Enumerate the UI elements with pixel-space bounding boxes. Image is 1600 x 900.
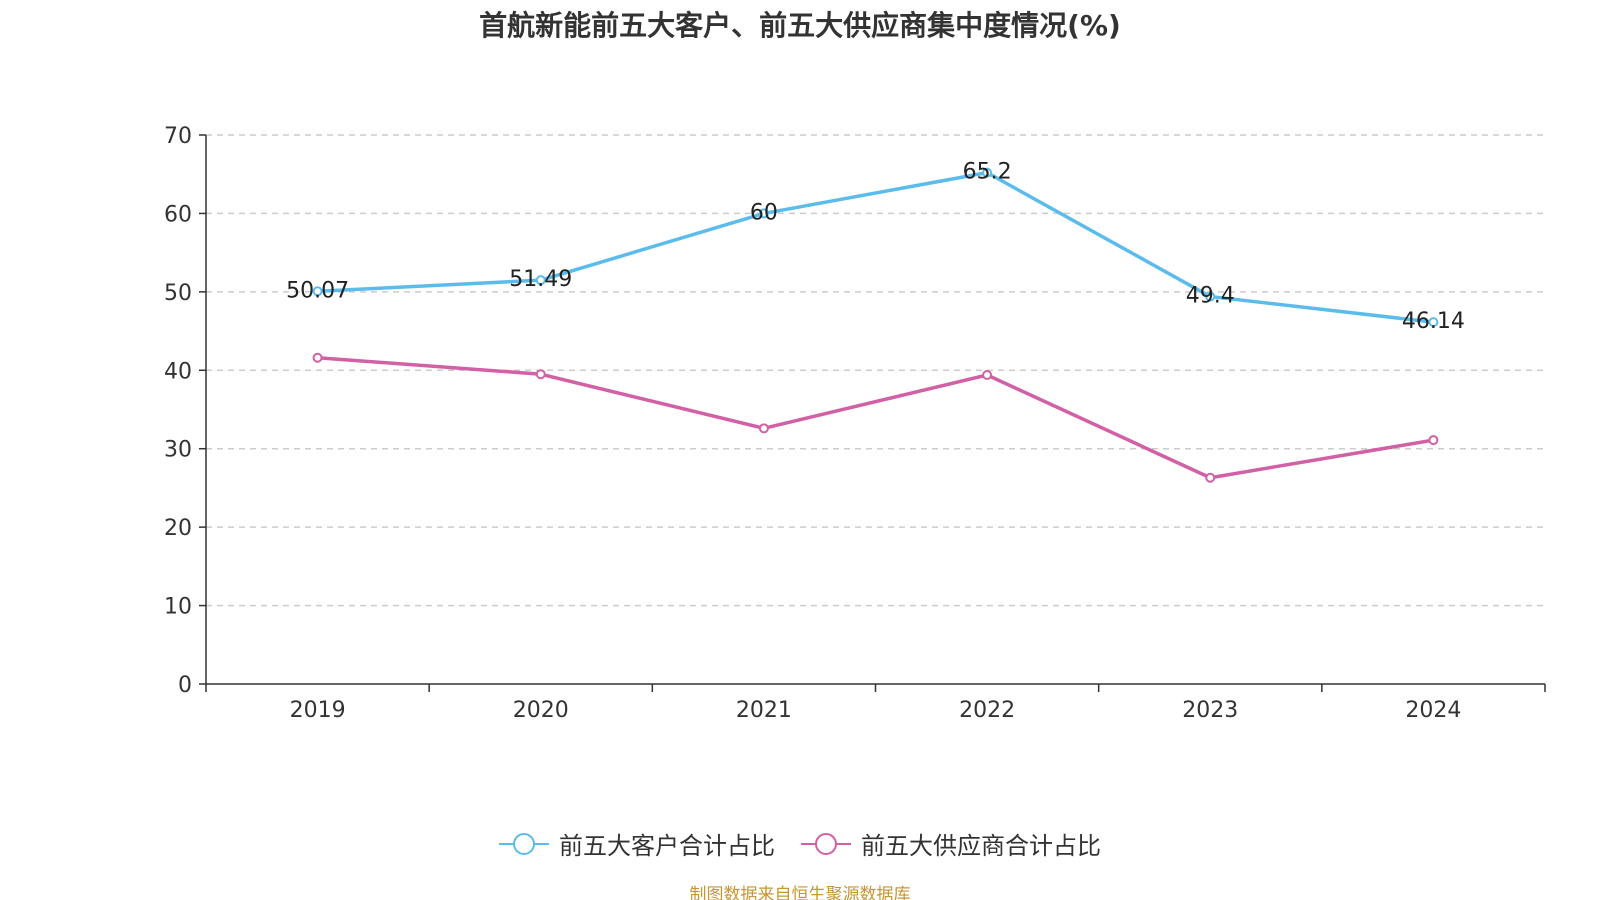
legend-item-suppliers[interactable]: 前五大供应商合计占比 bbox=[801, 826, 1101, 861]
x-tick-label: 2019 bbox=[290, 698, 346, 723]
series-line-1 bbox=[317, 355, 1434, 480]
data-point bbox=[312, 352, 323, 363]
data-point bbox=[982, 369, 993, 380]
legend-line-circle-icon bbox=[801, 832, 851, 855]
data-point bbox=[758, 208, 769, 219]
y-tick-label: 50 bbox=[164, 281, 192, 306]
x-tick-label: 2021 bbox=[736, 698, 792, 723]
y-tick-label: 0 bbox=[178, 673, 192, 698]
data-point bbox=[1205, 472, 1216, 483]
legend: 前五大客户合计占比 前五大供应商合计占比 bbox=[0, 826, 1600, 861]
data-label: 49.4 bbox=[1186, 284, 1235, 309]
data-point bbox=[312, 286, 323, 297]
data-point bbox=[758, 423, 769, 434]
data-label: 50.07 bbox=[286, 278, 349, 303]
x-tick-label: 2020 bbox=[513, 698, 569, 723]
legend-circle bbox=[513, 832, 535, 855]
series-line-0 bbox=[317, 170, 1434, 324]
legend-circle bbox=[815, 832, 837, 855]
legend-line-circle-icon bbox=[499, 832, 549, 855]
axis-layer: 0 10 20 30 40 50 60 70 2019 2020 2021 2022 2023 2024 bbox=[164, 124, 1546, 723]
data-point bbox=[1428, 435, 1439, 446]
grid-layer bbox=[206, 134, 1545, 607]
data-label: 46.14 bbox=[1402, 309, 1465, 334]
data-point bbox=[1428, 317, 1439, 328]
data-point bbox=[535, 369, 546, 380]
data-label: 65.2 bbox=[963, 160, 1012, 185]
chart-title: 首航新能前五大客户、前五大供应商集中度情况(%) bbox=[479, 9, 1121, 42]
y-tick-label: 10 bbox=[164, 595, 192, 620]
y-tick-label: 70 bbox=[164, 124, 192, 149]
y-tick-label: 30 bbox=[164, 438, 192, 463]
x-tick-label: 2024 bbox=[1405, 698, 1461, 723]
y-tick-label: 60 bbox=[164, 202, 192, 227]
legend-label-suppliers: 前五大供应商合计占比 bbox=[861, 832, 1101, 860]
legend-item-customers[interactable]: 前五大客户合计占比 bbox=[499, 826, 775, 861]
source-note: 制图数据来自恒生聚源数据库 bbox=[689, 885, 911, 900]
data-point bbox=[1205, 291, 1216, 302]
data-point bbox=[982, 167, 993, 178]
legend-label-customers: 前五大客户合计占比 bbox=[559, 832, 775, 860]
label-layer: 50.07 51.49 60 65.2 49.4 46.14 bbox=[286, 160, 1465, 334]
x-tick-label: 2023 bbox=[1182, 698, 1238, 723]
data-label: 60 bbox=[750, 200, 778, 225]
data-point bbox=[535, 275, 546, 286]
y-tick-label: 20 bbox=[164, 516, 192, 541]
x-tick-label: 2022 bbox=[959, 698, 1015, 723]
y-tick-label: 40 bbox=[164, 359, 192, 384]
series-layer bbox=[312, 167, 1439, 483]
data-label: 51.49 bbox=[509, 267, 572, 292]
